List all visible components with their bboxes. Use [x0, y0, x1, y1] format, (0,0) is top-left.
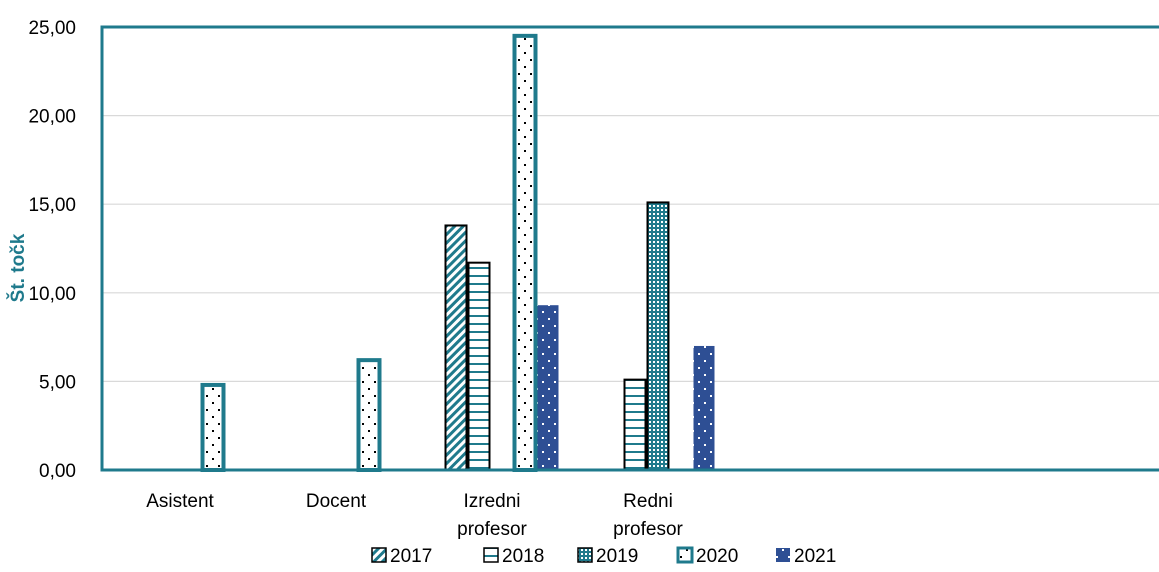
gridlines: [102, 114, 1159, 382]
bar-2021-redni-profesor: [693, 345, 715, 470]
x-category-label: profesor: [613, 519, 683, 540]
bar-2020-docent: [356, 358, 382, 472]
x-category-label: Docent: [306, 491, 367, 512]
legend-label-2018: 2018: [502, 546, 544, 567]
legend-swatch-2021: [776, 548, 790, 562]
legend-label-2020: 2020: [696, 546, 738, 567]
legend-label-2017: 2017: [390, 546, 432, 567]
y-tick-label: 15,00: [28, 195, 76, 216]
legend-label-2019: 2019: [596, 546, 638, 567]
legend-swatch-2020: [676, 546, 694, 564]
bar-2021-izredni-profesor: [537, 305, 559, 470]
legend-label-2021: 2021: [794, 546, 836, 567]
y-tick-label: 5,00: [39, 372, 76, 393]
x-category-label: Redni: [623, 491, 673, 512]
y-tick-label: 25,00: [28, 18, 76, 39]
y-tick-label: 20,00: [28, 107, 76, 128]
x-category-label: Izredni: [463, 491, 520, 512]
x-category-label: Asistent: [146, 491, 214, 512]
legend-swatch-2018: [483, 547, 499, 563]
x-category-labels: Asistent Docent Izredni profesor Redni profes…: [146, 491, 683, 540]
bar-2018-izredni-profesor: [467, 261, 491, 471]
legend-swatch-2017: [371, 547, 387, 563]
y-tick-label: 10,00: [28, 284, 76, 305]
bar-2019-redni-profesor: [646, 201, 670, 471]
bar-2018-redni-profesor: [623, 378, 647, 471]
plot-frame: [100, 25, 1159, 472]
y-axis-label: Št. točk: [7, 233, 29, 302]
bar-2020-asistent: [200, 382, 226, 472]
bar-2017-izredni-profesor: [444, 224, 468, 471]
bar-2020-izredni-profesor: [512, 33, 538, 473]
y-tick-labels: 0,00 5,00 10,00 15,00 20,00 25,00: [28, 18, 76, 482]
y-tick-label: 0,00: [39, 461, 76, 482]
legend-swatch-2019: [577, 547, 593, 563]
legend: 2017 2018 2019 2020 2021: [371, 546, 836, 567]
x-category-label: profesor: [457, 519, 527, 540]
bars: [200, 33, 715, 473]
